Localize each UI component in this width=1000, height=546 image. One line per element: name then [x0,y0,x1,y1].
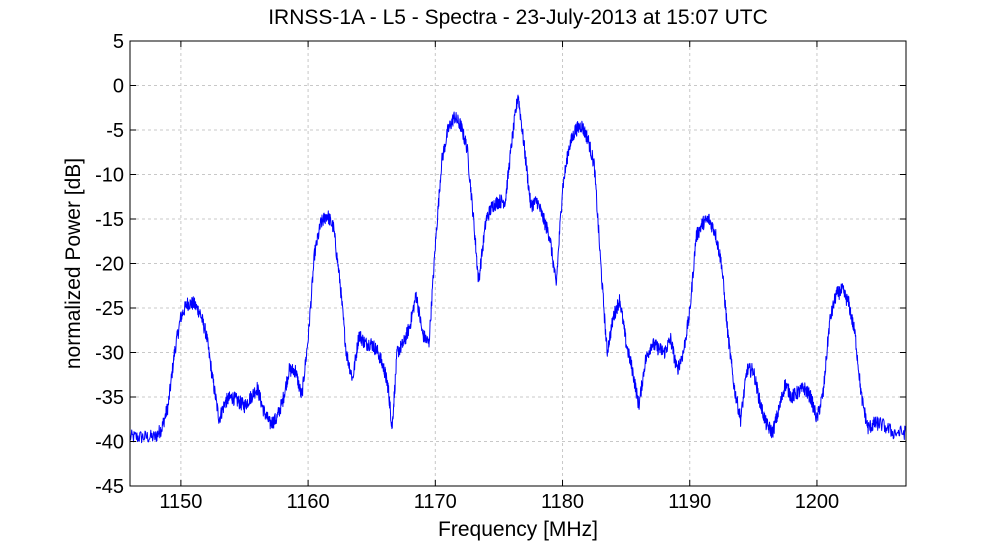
chart-title: IRNSS-1A - L5 - Spectra - 23-July-2013 a… [268,6,768,29]
y-tick-label: -45 [95,476,124,498]
x-tick-label: 1200 [795,491,840,513]
axis-ticks: 1150 1160 1170 1180 1190 1200 5 0 -5 -10 -15 -20 -25… [95,31,906,513]
y-tick-label: -30 [95,343,124,365]
y-tick-label: -40 [95,432,124,454]
y-tick-label: -10 [95,165,124,187]
y-tick-label: 0 [113,76,124,98]
x-tick-label: 1160 [287,491,330,513]
x-axis-label: Frequency [MHz] [438,518,598,541]
series-layer [129,94,907,444]
x-tick-label: 1150 [159,491,202,513]
y-tick-label: -20 [95,254,124,276]
x-tick-label: 1180 [541,491,584,513]
y-tick-label: 5 [113,31,124,53]
spectrum-line [129,94,907,444]
y-tick-label: -15 [95,209,124,231]
y-tick-label: -25 [95,298,124,320]
x-tick-label: 1190 [668,491,711,513]
y-axis-label: normalized Power [dB] [62,158,85,369]
y-tick-label: -35 [95,387,124,409]
grid-lines [130,41,906,486]
x-tick-label: 1170 [414,491,457,513]
y-tick-label: -5 [106,120,124,142]
